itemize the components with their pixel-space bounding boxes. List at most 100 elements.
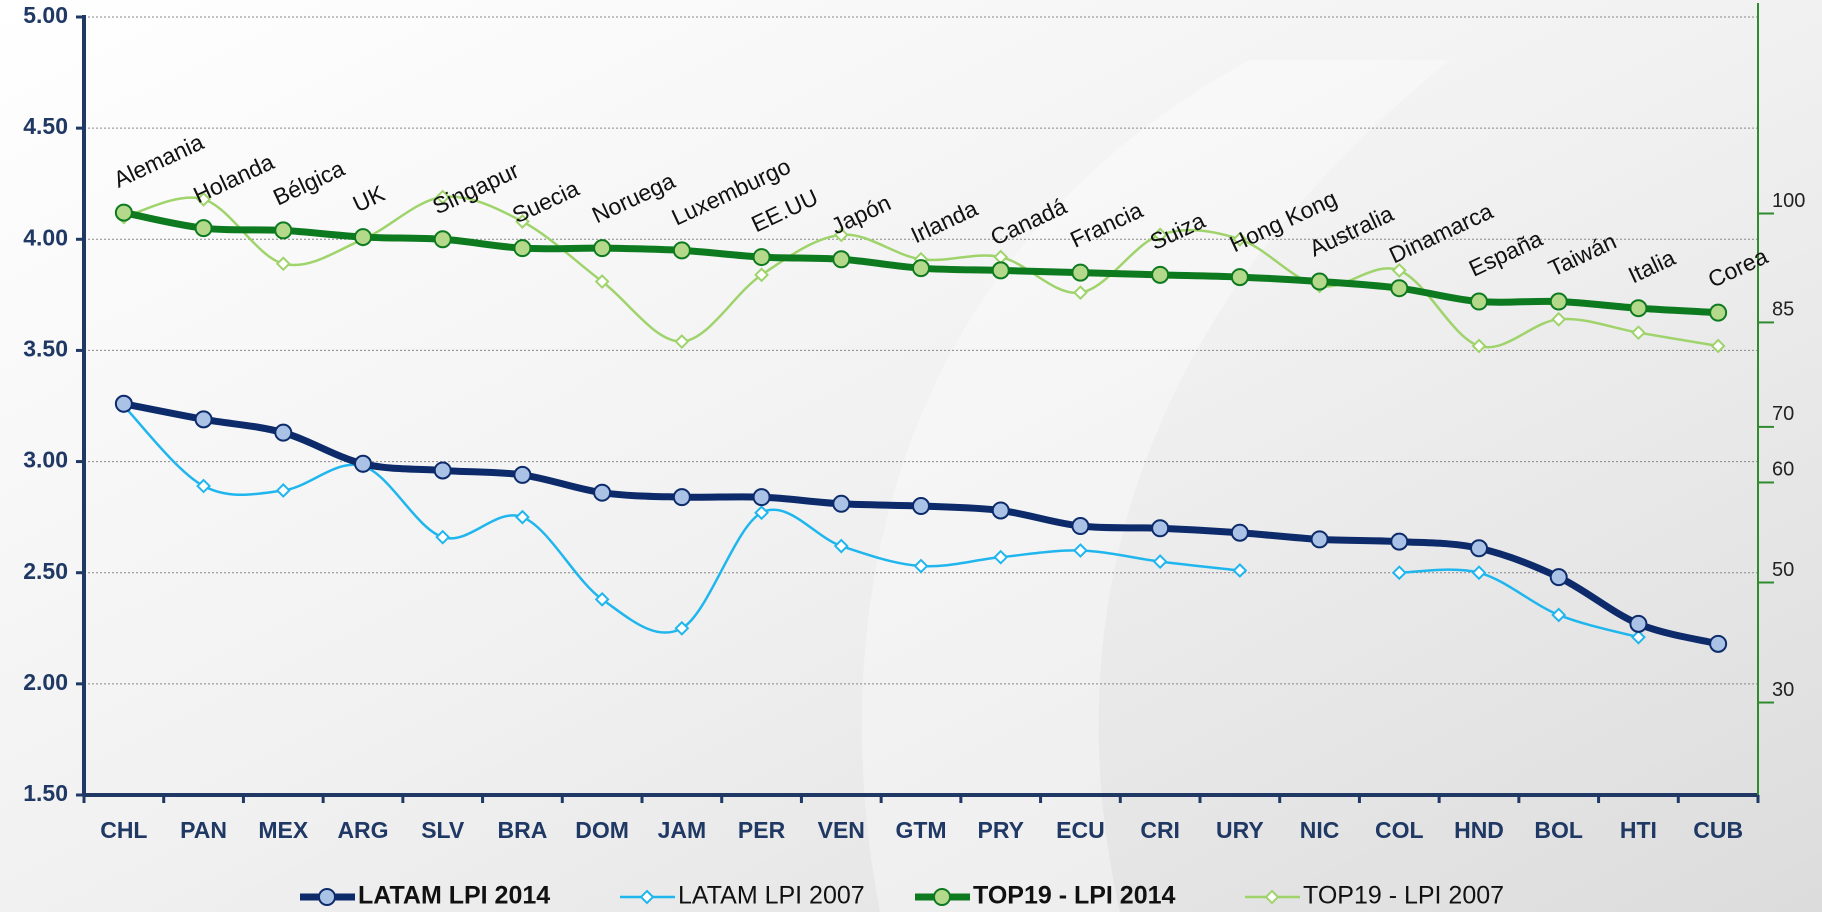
marker	[433, 230, 452, 249]
legend-marker	[1264, 889, 1280, 905]
x-tick-label: JAM	[658, 817, 707, 843]
marker	[1709, 303, 1728, 322]
y2-tick-label: 100	[1772, 190, 1805, 212]
marker	[1471, 338, 1487, 354]
x-tick-label: PRY	[977, 817, 1023, 843]
marker	[833, 227, 849, 243]
y2-tick-label: 70	[1772, 403, 1794, 425]
marker	[1551, 607, 1567, 623]
marker	[1551, 311, 1567, 327]
marker	[912, 497, 930, 516]
legend-label: LATAM LPI 2014	[358, 882, 550, 910]
marker	[433, 461, 452, 480]
marker	[1631, 629, 1646, 645]
marker	[672, 488, 691, 507]
x-tick-label: MEX	[258, 817, 309, 843]
y-tick-label: 3.00	[23, 447, 68, 473]
x-tick-label: PAN	[180, 817, 227, 843]
marker	[593, 483, 612, 502]
marker	[274, 423, 293, 442]
marker	[594, 591, 610, 607]
series	[114, 203, 1728, 322]
marker	[754, 505, 769, 521]
marker	[674, 620, 690, 636]
marker	[991, 261, 1010, 280]
x-tick-label: CHL	[100, 817, 147, 843]
x-tick-label: HND	[1454, 817, 1504, 843]
marker	[1152, 227, 1168, 243]
marker	[993, 549, 1009, 565]
x-tick-label: HTI	[1620, 817, 1657, 843]
legend-marker	[318, 888, 336, 906]
marker	[1230, 523, 1249, 542]
marker	[1151, 519, 1170, 538]
marker	[1391, 262, 1407, 278]
marker	[1391, 565, 1407, 581]
x-tick-label: CRI	[1140, 817, 1180, 843]
marker	[196, 478, 211, 494]
x-tick-label: DOM	[575, 817, 629, 843]
marker	[913, 558, 929, 574]
y-tick-label: 1.50	[23, 780, 68, 806]
marker	[1152, 554, 1168, 570]
x-tick-label: NIC	[1300, 817, 1340, 843]
marker	[672, 241, 691, 260]
marker	[752, 248, 771, 267]
x-tick-label: CUB	[1693, 817, 1743, 843]
marker	[1073, 285, 1088, 301]
marker	[1232, 231, 1248, 247]
marker	[1629, 614, 1648, 633]
series	[116, 189, 1726, 354]
series-line	[1398, 568, 1640, 639]
marker	[832, 250, 851, 269]
y-tick-label: 5.00	[23, 2, 68, 28]
legend-label: TOP19 - LPI 2007	[1303, 882, 1504, 910]
marker	[1549, 292, 1568, 311]
marker	[515, 214, 530, 229]
marker	[1629, 299, 1648, 318]
marker	[354, 454, 372, 473]
marker	[435, 189, 451, 205]
marker	[754, 267, 769, 283]
series	[114, 394, 1728, 653]
x-tick-label: GTM	[895, 817, 946, 843]
marker	[114, 394, 133, 413]
marker	[912, 259, 930, 278]
marker	[1310, 530, 1329, 549]
marker	[594, 274, 610, 289]
y-tick-label: 4.50	[23, 113, 68, 139]
x-tick-label: SLV	[421, 817, 465, 843]
marker	[1310, 272, 1329, 291]
marker	[194, 410, 213, 429]
x-tick-label: BRA	[498, 817, 548, 843]
marker	[354, 228, 372, 247]
x-tick-label: BOL	[1534, 817, 1583, 843]
x-tick-label: COL	[1375, 817, 1424, 843]
marker	[1709, 634, 1728, 653]
legend-marker	[639, 889, 655, 905]
marker	[1390, 279, 1409, 298]
marker	[1390, 532, 1409, 551]
marker	[1710, 338, 1726, 354]
marker	[593, 239, 612, 258]
marker	[1230, 268, 1249, 287]
marker	[1549, 568, 1568, 587]
legend-label: TOP19 - LPI 2014	[973, 882, 1176, 910]
marker	[275, 256, 291, 272]
x-tick-label: PER	[738, 817, 786, 843]
marker	[274, 221, 293, 240]
marker	[513, 465, 532, 484]
y-tick-label: 4.00	[23, 224, 68, 250]
marker	[1470, 539, 1488, 558]
marker	[194, 219, 213, 238]
legend-label: LATAM LPI 2007	[678, 882, 865, 910]
x-tick-label: URY	[1216, 817, 1264, 843]
marker	[991, 501, 1010, 520]
x-tick-label: ECU	[1056, 817, 1105, 843]
marker	[1631, 325, 1646, 341]
x-tick-label: ARG	[337, 817, 388, 843]
y-tick-label: 2.50	[23, 558, 68, 584]
y2-tick-label: 50	[1772, 559, 1794, 581]
